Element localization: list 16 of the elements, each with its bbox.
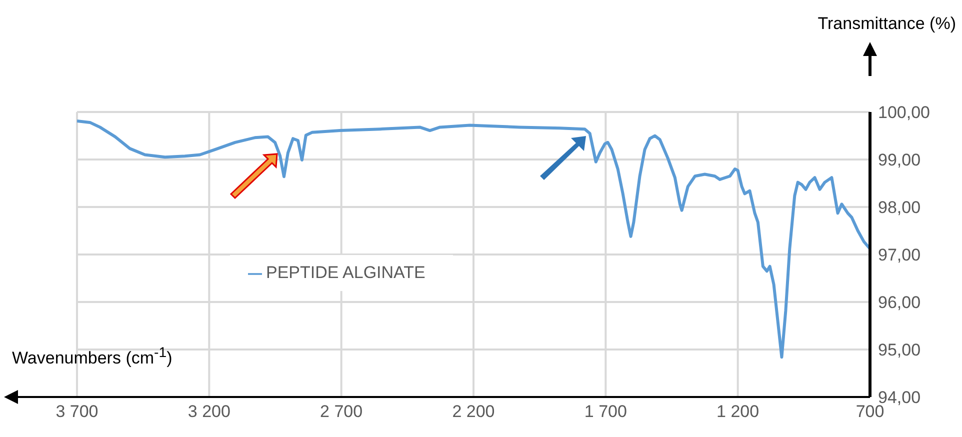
x-tick-label: 2 700 (320, 402, 363, 422)
y-axis-title: Transmittance (%) (818, 14, 956, 34)
x-tick-label: 1 700 (584, 402, 627, 422)
y-tick-label: 100,00 (878, 103, 930, 122)
x-tick-label: 3 200 (188, 402, 230, 422)
y-tick-label: 95,00 (878, 340, 921, 360)
y-tick-label: 97,00 (878, 246, 921, 265)
y-tick-label: 96,00 (878, 293, 921, 312)
y-tick-label: 99,00 (878, 150, 921, 170)
x-tick-label: 1 200 (716, 402, 760, 422)
x-tick-label: 3 700 (56, 402, 98, 422)
x-tick-label: 700 (856, 402, 884, 422)
y-tick-label: 98,00 (878, 198, 921, 218)
x-axis-title: Wavenumbers (cm$^{-1}$) (12, 345, 172, 369)
x-tick-label: 2 200 (452, 402, 495, 422)
legend-label: PEPTIDE ALGINATE (266, 263, 426, 282)
